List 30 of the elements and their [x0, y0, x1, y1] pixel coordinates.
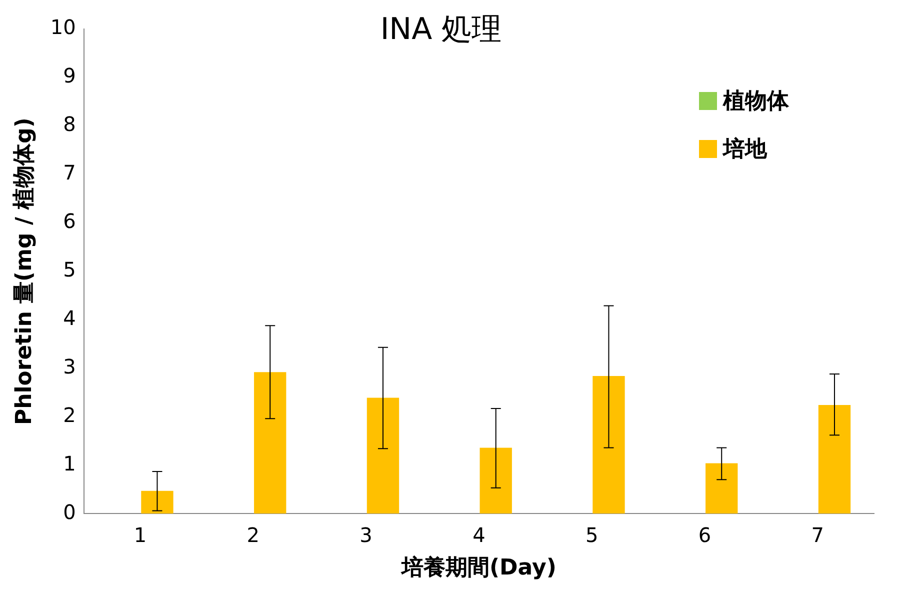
y-tick-label: 9: [63, 64, 76, 88]
x-tick-label: 5: [585, 522, 598, 547]
chart-title: INA 処理: [380, 12, 502, 47]
bar: [706, 463, 738, 514]
y-tick-label: 4: [63, 306, 76, 330]
x-tick-label: 3: [360, 522, 372, 547]
x-tick-label: 4: [472, 522, 486, 547]
x-tick-label: 1: [134, 522, 147, 547]
y-tick-label: 5: [63, 258, 76, 282]
bar: [592, 376, 625, 514]
y-tick-label: 2: [63, 402, 76, 427]
y-axis-title: Phloretin 量(mg / 植物体g): [12, 118, 37, 426]
bar: [480, 448, 512, 514]
x-axis-title: 培養期間(Day): [400, 554, 556, 581]
bar: [141, 490, 174, 514]
bar: [366, 398, 400, 514]
y-tick-label: 3: [63, 354, 76, 378]
x-tick-label: 2: [246, 522, 260, 547]
y-tick-label: 7: [63, 160, 76, 185]
x-tick-label: 6: [698, 522, 712, 547]
y-tick-label: 8: [63, 112, 76, 136]
y-tick-label: 6: [63, 209, 76, 234]
legend-label: 植物体: [723, 88, 789, 116]
legend-label: 培地: [723, 136, 767, 164]
y-tick-label: 1: [63, 451, 76, 476]
y-tick-label: 0: [63, 500, 76, 524]
bar: [818, 405, 851, 514]
y-tick-label: 10: [50, 15, 76, 40]
bar: [254, 372, 286, 514]
x-tick-label: 7: [811, 522, 824, 547]
